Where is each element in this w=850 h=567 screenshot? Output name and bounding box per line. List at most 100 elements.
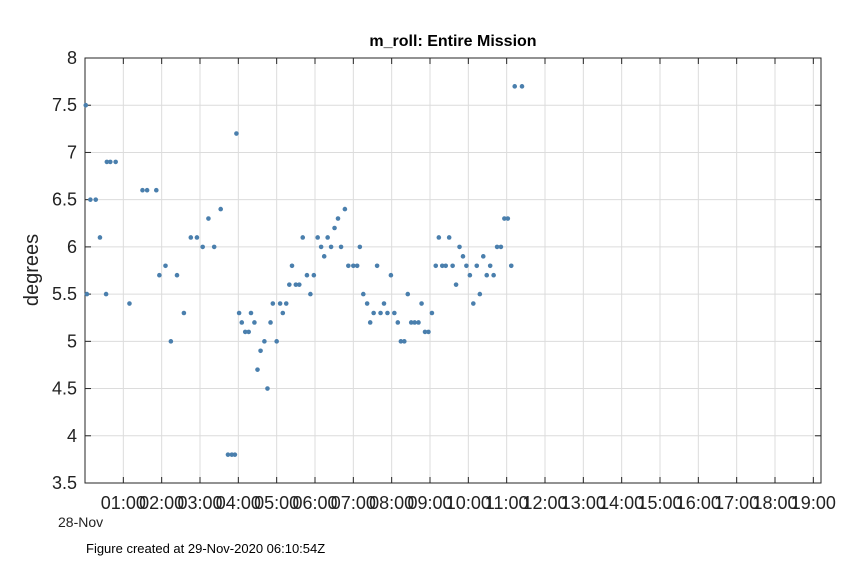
data-point [113, 159, 118, 165]
data-point [342, 206, 348, 212]
data-point [83, 102, 89, 108]
y-tick-label: 5.5 [52, 284, 77, 304]
x-tick-label: 11:00 [485, 493, 529, 513]
data-point [474, 263, 480, 269]
data-point [206, 216, 211, 221]
x-tick-label: 05:00 [254, 493, 299, 513]
data-point [144, 187, 150, 193]
data-point [436, 235, 442, 240]
data-point [494, 244, 500, 250]
data-point [419, 301, 424, 306]
data-point [491, 272, 496, 278]
y-tick-label: 4 [67, 426, 77, 446]
data-point [374, 263, 380, 269]
data-point [443, 263, 449, 269]
data-point [433, 263, 439, 269]
data-point [168, 339, 174, 344]
x-tick-label: 02:00 [139, 493, 184, 513]
data-point [460, 254, 466, 259]
data-point [88, 197, 93, 202]
data-point [467, 272, 473, 278]
y-tick-label: 3.5 [52, 473, 77, 493]
data-point [325, 235, 330, 240]
data-point [293, 282, 299, 287]
data-point [402, 339, 407, 344]
data-point [211, 244, 217, 250]
x-tick-label: 09:00 [407, 493, 452, 513]
y-tick-label: 4.5 [52, 379, 77, 399]
data-point [174, 272, 180, 278]
data-point [225, 452, 231, 457]
x-tick-label: 07:00 [331, 493, 376, 513]
chart-title: m_roll: Entire Mission [369, 33, 536, 50]
data-point [265, 386, 270, 391]
data-point [140, 187, 145, 193]
data-point [457, 244, 462, 250]
x-tick-label: 03:00 [177, 493, 222, 513]
data-point [332, 225, 337, 231]
plot-frame [84, 57, 822, 484]
data-point [84, 291, 90, 297]
data-point [338, 244, 344, 250]
data-point [127, 301, 132, 306]
data-point [508, 263, 514, 269]
x-tick-label: 17:00 [714, 493, 759, 513]
data-point [268, 320, 273, 325]
data-point [163, 263, 168, 269]
data-point [277, 301, 283, 306]
data-point [304, 272, 310, 278]
data-point [154, 187, 159, 193]
data-point [395, 320, 401, 325]
data-point [194, 235, 200, 240]
data-points [83, 84, 525, 457]
data-point [412, 320, 417, 325]
data-point [270, 301, 276, 306]
data-point [255, 367, 260, 372]
data-point [351, 263, 356, 269]
data-point [354, 263, 360, 269]
data-point [364, 301, 370, 306]
data-point [381, 301, 387, 306]
data-point [248, 310, 254, 316]
data-point [200, 244, 205, 250]
data-point [484, 272, 490, 278]
data-point [453, 282, 459, 287]
data-point [258, 348, 263, 354]
data-point [367, 320, 373, 325]
y-tick-label: 6 [67, 237, 77, 257]
y-axis-label: degrees [21, 234, 43, 306]
data-point [280, 310, 286, 316]
data-point [97, 235, 103, 240]
x-tick-label: 10:00 [446, 493, 491, 513]
data-point [450, 263, 455, 269]
data-point [477, 291, 483, 297]
x-tick-label: 13:00 [561, 493, 606, 513]
data-point [385, 310, 390, 316]
x-tick-label: 12:00 [522, 493, 567, 513]
y-tick-label: 7 [67, 142, 77, 162]
data-point [218, 206, 223, 212]
data-point [108, 159, 113, 165]
figure-footer: Figure created at 29-Nov-2020 06:10:54Z [86, 541, 326, 556]
data-point [335, 216, 341, 221]
x-tick-label: 18:00 [752, 493, 797, 513]
x-date-label: 28-Nov [58, 514, 103, 530]
data-point [234, 131, 239, 136]
data-point [502, 216, 507, 221]
y-tick-label: 5 [67, 331, 77, 351]
data-point [471, 301, 476, 306]
data-point [283, 301, 289, 306]
data-point [321, 254, 327, 259]
data-point [408, 320, 414, 325]
data-point [246, 329, 251, 335]
data-point [188, 235, 194, 240]
data-point [464, 263, 469, 269]
x-tick-label: 19:00 [791, 493, 836, 513]
data-point [315, 235, 320, 240]
data-point [519, 84, 525, 89]
data-point [93, 197, 99, 202]
data-point [498, 244, 504, 250]
data-point [236, 310, 242, 316]
data-point [357, 244, 363, 250]
